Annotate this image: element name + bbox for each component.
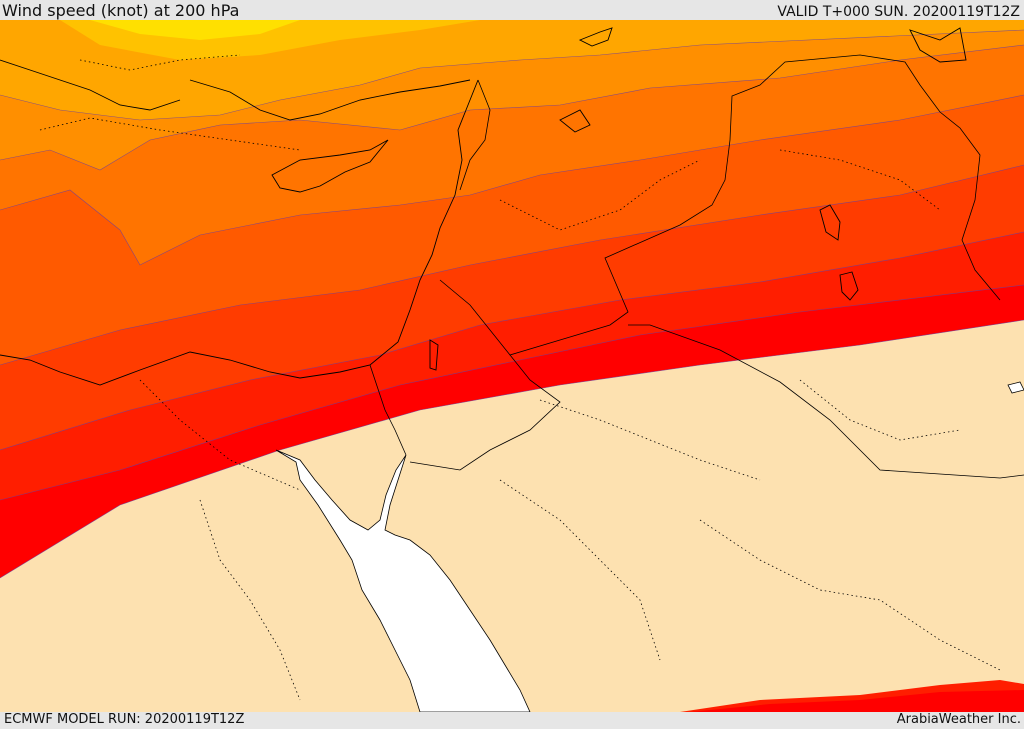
band-south-patch-inner (690, 690, 1024, 712)
credit-text: ArabiaWeather Inc. (896, 712, 1021, 727)
model-run: ECMWF MODEL RUN: 20200119T12Z (4, 712, 245, 727)
island-east (1007, 381, 1024, 394)
footer-bar: ECMWF MODEL RUN: 20200119T12Z ArabiaWeat… (0, 712, 1024, 729)
valid-time: VALID T+000 SUN. 20200119T12Z (777, 4, 1020, 20)
header-bar: Wind speed (knot) at 200 hPa VALID T+000… (0, 0, 1024, 20)
wind-speed-map (0, 20, 1024, 712)
contour-lines (0, 29, 1024, 579)
map-title: Wind speed (knot) at 200 hPa (2, 1, 240, 20)
band-9 (90, 20, 300, 40)
internal-boundaries (39, 54, 1001, 701)
red-sea (275, 449, 531, 712)
borders (369, 54, 1024, 479)
